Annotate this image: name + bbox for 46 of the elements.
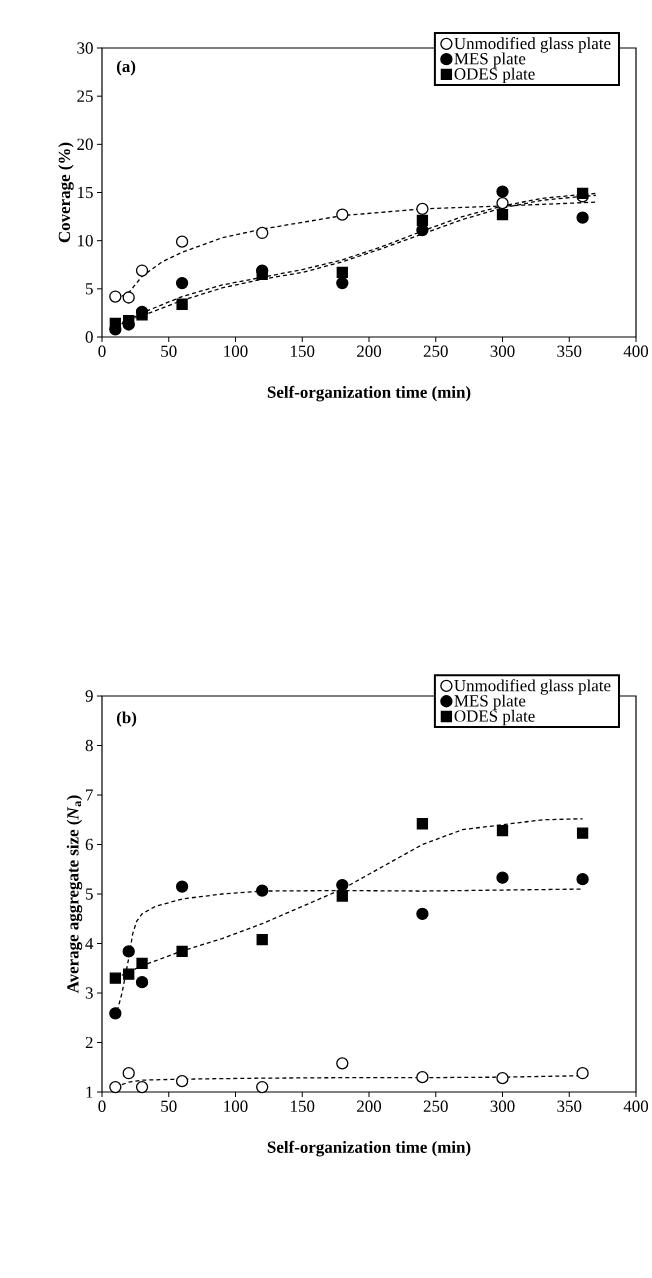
x-tick-label: 0 (98, 1100, 106, 1112)
x-tick-label: 250 (423, 1100, 448, 1112)
x-tick-label: 250 (423, 345, 448, 357)
y-tick-label: 20 (77, 138, 93, 151)
y-tick-label: 15 (78, 186, 93, 199)
y-tick-label: 10 (78, 234, 93, 247)
legend-label: ODES plate (454, 709, 535, 726)
x-tick-label: 300 (490, 1100, 515, 1112)
x-tick-label: 400 (623, 1100, 649, 1112)
y-tick-label: 9 (85, 690, 93, 702)
x-tick-label: 50 (161, 1100, 177, 1112)
x-tick-label: 100 (224, 345, 248, 357)
x-tick-label: 100 (224, 1100, 248, 1112)
legend-label: MES plate (454, 694, 526, 710)
x-tick-label: 200 (357, 345, 382, 357)
y-tick-label: 25 (77, 90, 93, 102)
y-tick-label: 8 (85, 739, 93, 752)
x-tick-label: 0 (98, 345, 106, 357)
legend-label: MES plate (454, 52, 526, 68)
y-tick-label: 3 (85, 987, 93, 999)
y-tick-label: 0 (85, 331, 93, 343)
x-tick-label: 300 (490, 345, 515, 357)
x-tick-label: 150 (291, 1100, 315, 1112)
y-tick-label: 5 (86, 283, 93, 295)
x-tick-label: 200 (357, 1100, 382, 1112)
annotation: (a) (116, 60, 136, 76)
y-axis-title: Average aggregate size (N$_{a}$) (66, 795, 83, 994)
y-tick-label: 5 (86, 888, 93, 900)
x-tick-label: 350 (557, 1100, 582, 1112)
y-tick-label: 1 (86, 1086, 93, 1098)
y-tick-label: 7 (86, 789, 93, 801)
x-tick-label: 150 (291, 345, 315, 357)
legend-label: Unmodified glass plate (454, 37, 611, 53)
x-axis-title: Self-organization time (min) (267, 385, 471, 402)
legend-label: Unmodified glass plate (454, 679, 611, 695)
y-tick-label: 2 (85, 1036, 93, 1049)
x-tick-label: 350 (557, 345, 582, 357)
x-axis-title: Self-organization time (min) (267, 1140, 471, 1157)
x-tick-label: 400 (623, 345, 649, 357)
y-tick-label: 30 (77, 42, 93, 54)
y-tick-label: 6 (85, 838, 93, 851)
y-axis-title: Coverage (%) (58, 142, 74, 243)
x-tick-label: 50 (161, 345, 177, 357)
legend-label: ODES plate (454, 67, 535, 84)
y-tick-label: 4 (85, 937, 94, 950)
annotation: (b) (116, 711, 137, 727)
